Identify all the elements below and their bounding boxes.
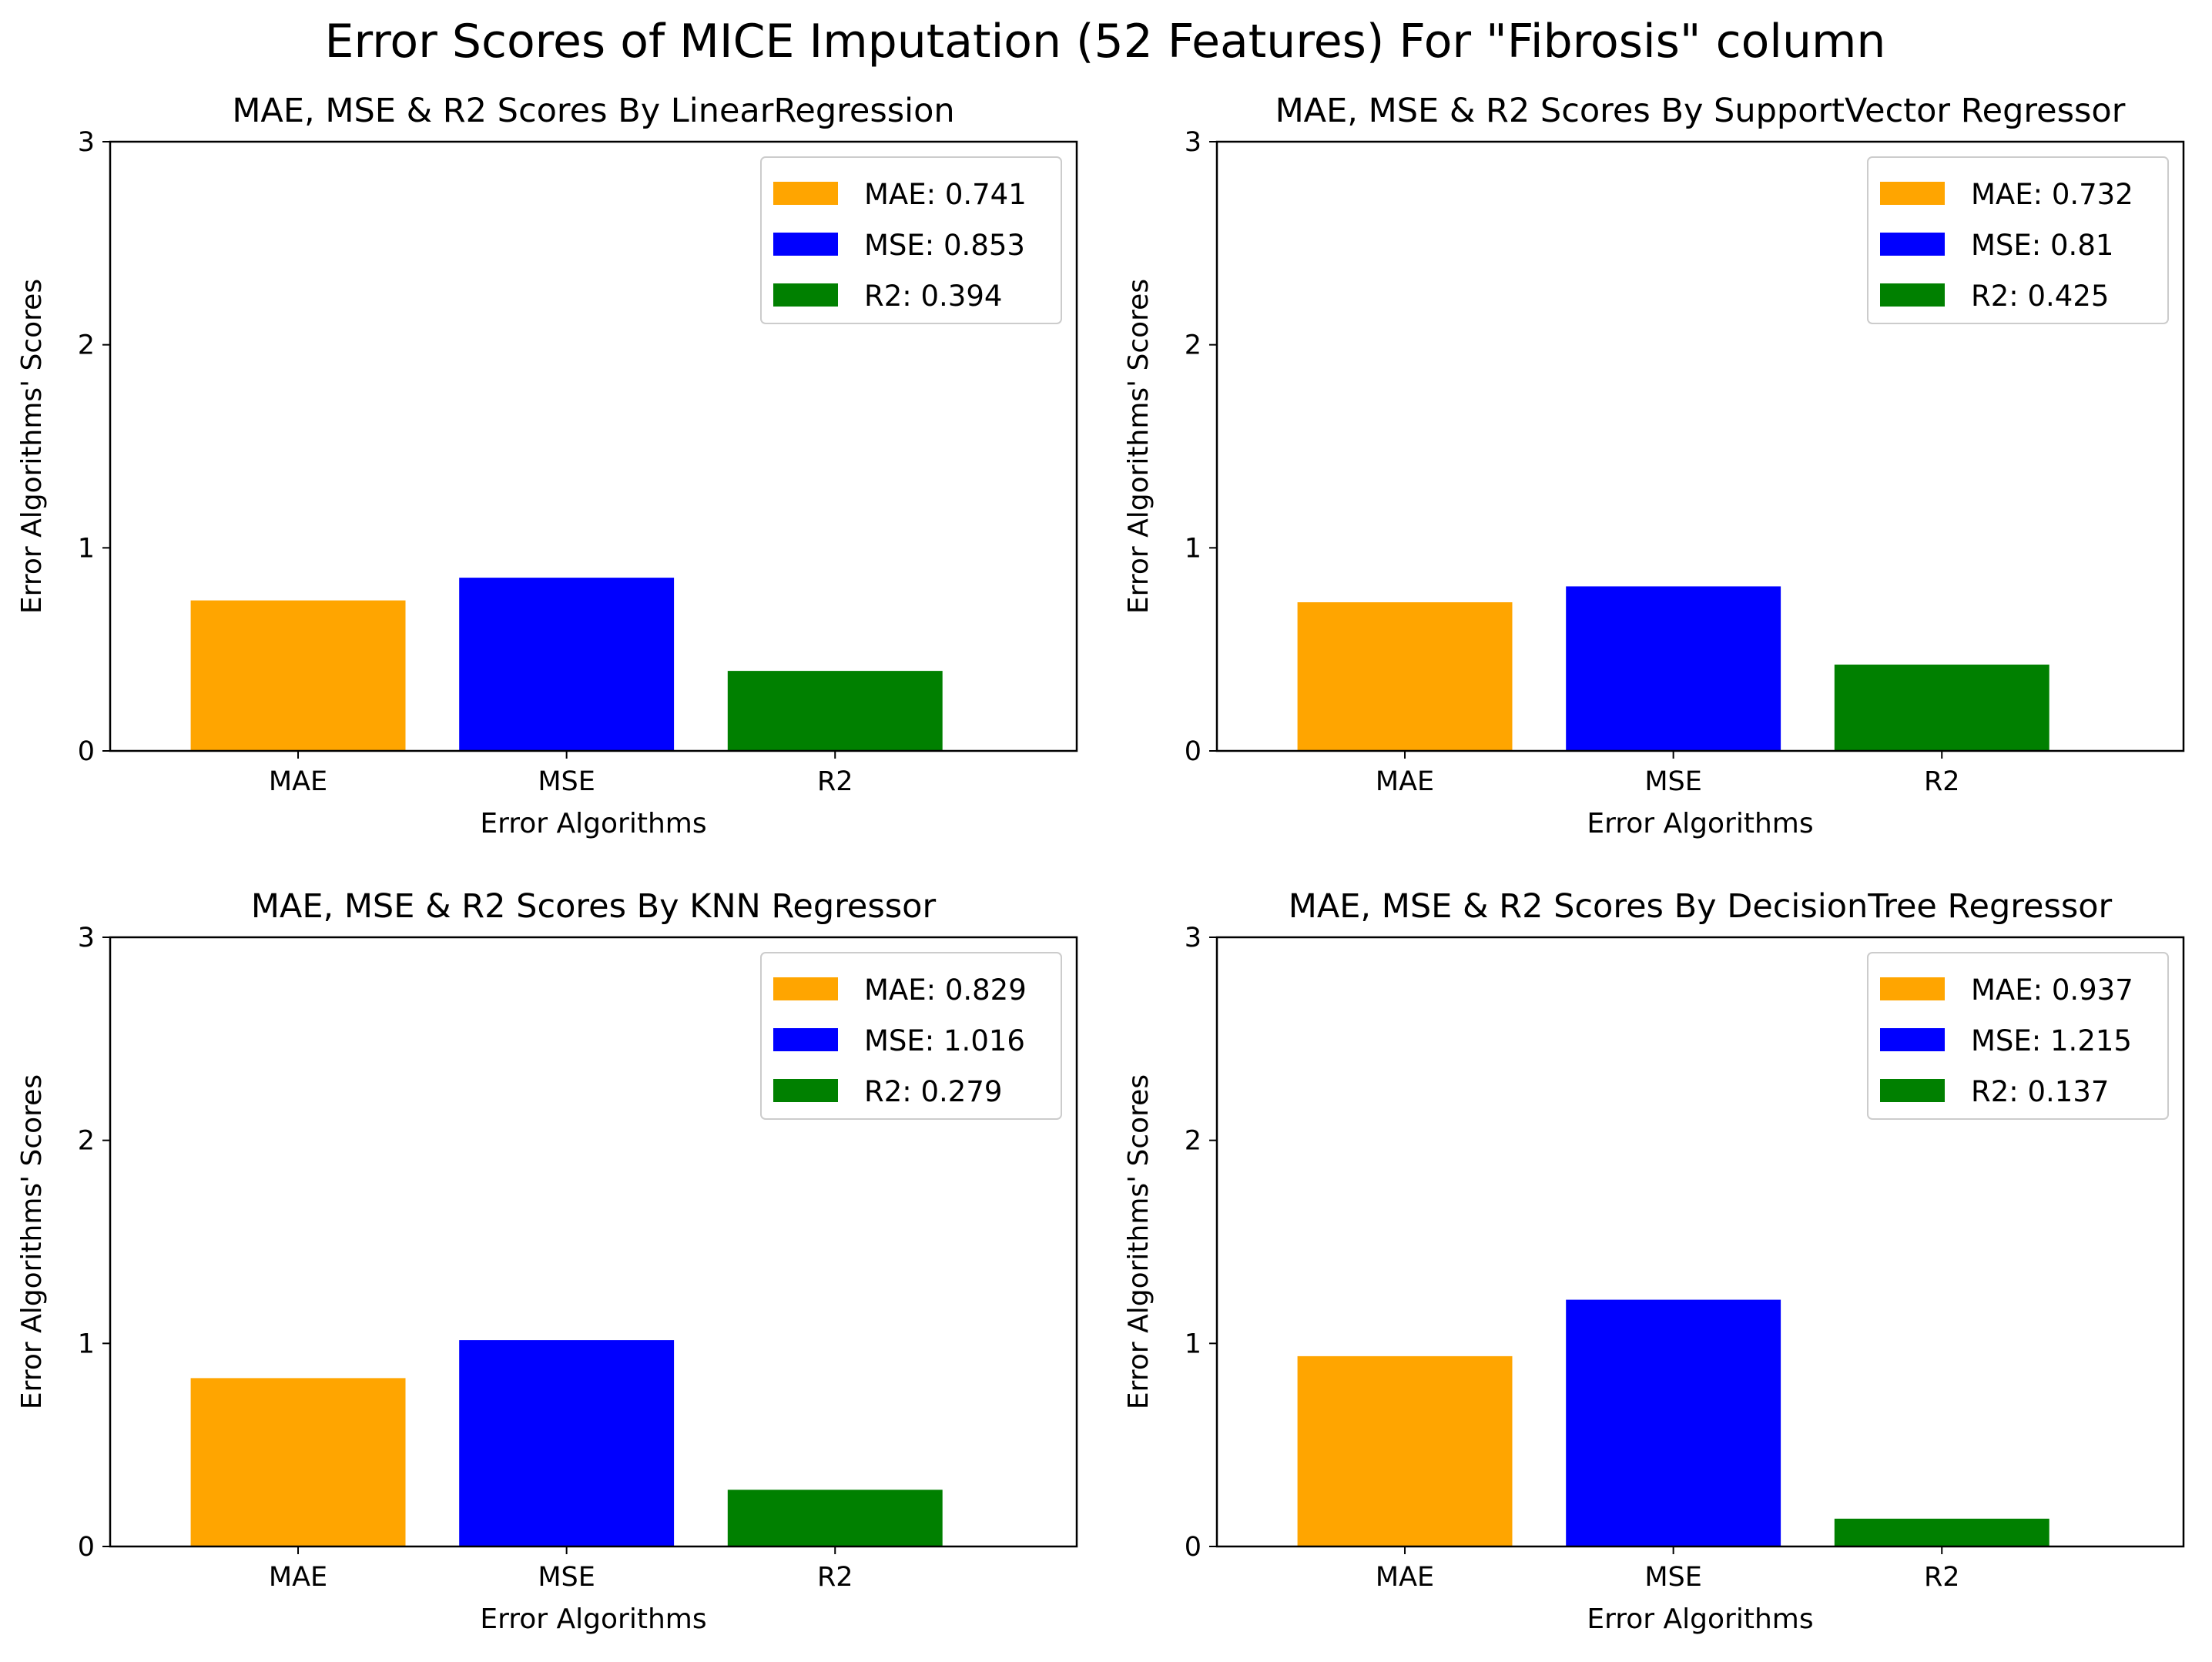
figure-title: Error Scores of MICE Imputation (52 Feat… — [325, 15, 1886, 69]
chart-3-xtick-label: MSE — [538, 1562, 595, 1593]
chart-4-xtick-label: R2 — [1924, 1562, 1960, 1593]
chart-3-ytick-label: 3 — [78, 923, 95, 953]
chart-2-legend: MAE: 0.732 MSE: 0.81 R2: 0.425 — [1867, 156, 2169, 324]
chart-2-xlabel: Error Algorithms — [1587, 808, 1813, 839]
chart-2-bar-mse — [1566, 586, 1781, 751]
chart-2-xtick-label: MAE — [1376, 766, 1434, 797]
chart-4-legend-swatch — [1880, 1028, 1945, 1051]
chart-4-ylabel: Error Algorithms' Scores — [1123, 1074, 1155, 1409]
chart-2-legend-entry: MSE: 0.81 — [1971, 229, 2113, 262]
chart-1-legend-entry: MAE: 0.741 — [864, 178, 1027, 211]
chart-3-legend: MAE: 0.829 MSE: 1.016 R2: 0.279 — [760, 952, 1062, 1120]
chart-4-xtick-label: MAE — [1376, 1562, 1434, 1593]
chart-1-title: MAE, MSE & R2 Scores By LinearRegression — [232, 92, 954, 130]
chart-2-ytick-label: 1 — [1185, 533, 1202, 564]
chart-3-ylabel: Error Algorithms' Scores — [16, 1074, 48, 1409]
chart-3-bar-mse — [459, 1340, 675, 1546]
chart-4-ytick-label: 3 — [1185, 923, 1202, 953]
chart-2-ylabel: Error Algorithms' Scores — [1123, 279, 1155, 614]
chart-1-legend-entry: R2: 0.394 — [864, 280, 1002, 313]
chart-1-legend: MAE: 0.741 MSE: 0.853 R2: 0.394 — [760, 156, 1062, 324]
chart-3-title: MAE, MSE & R2 Scores By KNN Regressor — [251, 887, 937, 926]
chart-2-title: MAE, MSE & R2 Scores By SupportVector Re… — [1275, 92, 2126, 130]
chart-4-axes-frame — [1215, 936, 2185, 1548]
chart-2-ytick-label: 2 — [1185, 330, 1202, 361]
chart-1-legend-entry: MSE: 0.853 — [864, 229, 1025, 262]
chart-3-legend-entry: R2: 0.279 — [864, 1075, 1002, 1108]
chart-3-xtick-label: MAE — [269, 1562, 327, 1593]
chart-4-bar-r2 — [1834, 1518, 2049, 1546]
chart-1-xtick-label: MAE — [269, 766, 327, 797]
chart-2-legend-entry: MAE: 0.732 — [1971, 178, 2133, 211]
chart-2-legend-entry: R2: 0.425 — [1971, 280, 2109, 313]
chart-3: MAE MSE R2 0 1 2 3 MAE, MSE & R2 Scores By KNN … — [16, 887, 1078, 1635]
chart-3-legend-swatch — [773, 1079, 838, 1102]
chart-1-xlabel: Error Algorithms — [480, 808, 706, 839]
chart-1-ytick-label: 2 — [78, 330, 95, 361]
chart-3-bar-mae — [190, 1378, 406, 1546]
chart-1-bar-r2 — [727, 671, 943, 751]
chart-4-legend: MAE: 0.937 MSE: 1.215 R2: 0.137 — [1867, 952, 2169, 1120]
chart-3-ytick-label: 2 — [78, 1126, 95, 1157]
chart-1-ytick-label: 1 — [78, 533, 95, 564]
chart-1-legend-swatch — [773, 233, 838, 256]
chart-3-legend-entry: MSE: 1.016 — [864, 1024, 1025, 1057]
chart-3-ytick-label: 0 — [78, 1532, 95, 1563]
chart-2-bar-r2 — [1834, 664, 2049, 751]
chart-4-legend-swatch — [1880, 1079, 1945, 1102]
chart-1-legend-swatch — [773, 182, 838, 205]
chart-2-xtick-label: R2 — [1924, 766, 1960, 797]
chart-1-bar-mae — [190, 600, 406, 751]
chart-2-xtick-label: MSE — [1644, 766, 1702, 797]
chart-1-bar-mse — [459, 578, 675, 751]
chart-1-ytick-label: 0 — [78, 736, 95, 767]
chart-1: MAE MSE R2 0 1 2 3 MAE, MSE & R2 Scores By Line… — [16, 92, 1078, 839]
chart-3-legend-entry: MAE: 0.829 — [864, 973, 1027, 1007]
chart-4-ytick-label: 0 — [1185, 1532, 1202, 1563]
chart-4-bar-mse — [1566, 1299, 1781, 1546]
chart-3-axes-frame — [109, 936, 1078, 1548]
chart-2-legend-swatch — [1880, 233, 1945, 256]
chart-2: MAE MSE R2 0 1 2 3 MAE, MSE & R2 Scores By Supp… — [1123, 92, 2185, 839]
chart-4-bar-mae — [1297, 1355, 1513, 1546]
chart-3-bar-r2 — [727, 1489, 943, 1546]
chart-2-ytick-label: 3 — [1185, 127, 1202, 158]
chart-4-xlabel: Error Algorithms — [1587, 1603, 1813, 1635]
chart-4-xtick-label: MSE — [1644, 1562, 1702, 1593]
chart-3-ytick-label: 1 — [78, 1329, 95, 1359]
chart-2-axes-frame — [1215, 140, 2185, 752]
chart-4-legend-entry: R2: 0.137 — [1971, 1075, 2109, 1108]
chart-1-legend-swatch — [773, 283, 838, 307]
chart-4-title: MAE, MSE & R2 Scores By DecisionTree Reg… — [1289, 887, 2113, 926]
chart-2-ytick-label: 0 — [1185, 736, 1202, 767]
chart-4-ytick-label: 2 — [1185, 1126, 1202, 1157]
chart-3-legend-swatch — [773, 977, 838, 1000]
chart-3-xlabel: Error Algorithms — [480, 1603, 706, 1635]
chart-2-bar-mae — [1297, 602, 1513, 751]
chart-3-legend-swatch — [773, 1028, 838, 1051]
chart-4-ytick-label: 1 — [1185, 1329, 1202, 1359]
chart-3-xtick-label: R2 — [817, 1562, 853, 1593]
chart-2-legend-swatch — [1880, 182, 1945, 205]
chart-4-legend-swatch — [1880, 977, 1945, 1000]
chart-1-xtick-label: MSE — [538, 766, 595, 797]
chart-4-legend-entry: MSE: 1.215 — [1971, 1024, 2132, 1057]
chart-1-ytick-label: 3 — [78, 127, 95, 158]
chart-1-axes-frame — [109, 140, 1078, 752]
chart-4-legend-entry: MAE: 0.937 — [1971, 973, 2133, 1007]
chart-1-ylabel: Error Algorithms' Scores — [16, 279, 48, 614]
chart-2-legend-swatch — [1880, 283, 1945, 307]
chart-4: MAE MSE R2 0 1 2 3 MAE, MSE & R2 Scores By Deci… — [1123, 887, 2185, 1635]
chart-1-xtick-label: R2 — [817, 766, 853, 797]
